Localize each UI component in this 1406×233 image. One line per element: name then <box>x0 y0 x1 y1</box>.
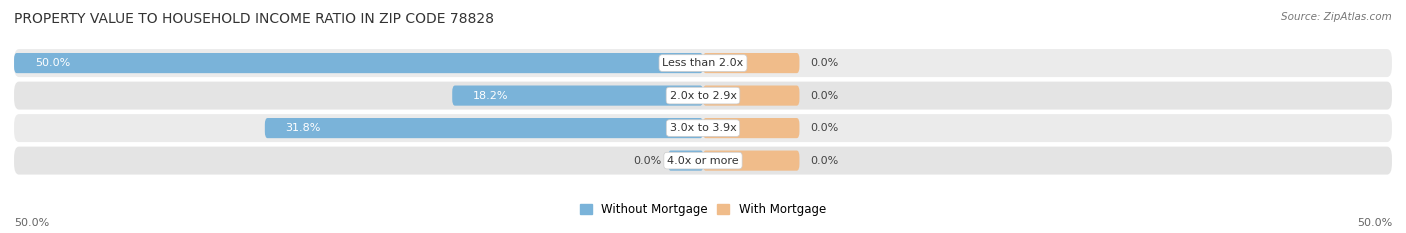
FancyBboxPatch shape <box>14 114 1392 142</box>
FancyBboxPatch shape <box>14 147 1392 175</box>
FancyBboxPatch shape <box>703 86 800 106</box>
Text: Source: ZipAtlas.com: Source: ZipAtlas.com <box>1281 12 1392 22</box>
Text: Less than 2.0x: Less than 2.0x <box>662 58 744 68</box>
Text: 18.2%: 18.2% <box>472 91 509 101</box>
Text: 31.8%: 31.8% <box>285 123 321 133</box>
FancyBboxPatch shape <box>14 49 1392 77</box>
Text: PROPERTY VALUE TO HOUSEHOLD INCOME RATIO IN ZIP CODE 78828: PROPERTY VALUE TO HOUSEHOLD INCOME RATIO… <box>14 12 494 26</box>
Text: 3.0x to 3.9x: 3.0x to 3.9x <box>669 123 737 133</box>
Text: 0.0%: 0.0% <box>810 58 839 68</box>
FancyBboxPatch shape <box>703 53 800 73</box>
Text: 0.0%: 0.0% <box>810 123 839 133</box>
FancyBboxPatch shape <box>703 118 800 138</box>
Text: 4.0x or more: 4.0x or more <box>668 156 738 166</box>
FancyBboxPatch shape <box>14 82 1392 110</box>
Text: 0.0%: 0.0% <box>810 91 839 101</box>
Text: 0.0%: 0.0% <box>810 156 839 166</box>
FancyBboxPatch shape <box>453 86 703 106</box>
Legend: Without Mortgage, With Mortgage: Without Mortgage, With Mortgage <box>575 198 831 221</box>
FancyBboxPatch shape <box>264 118 703 138</box>
Text: 2.0x to 2.9x: 2.0x to 2.9x <box>669 91 737 101</box>
Text: 0.0%: 0.0% <box>634 156 662 166</box>
FancyBboxPatch shape <box>703 151 800 171</box>
FancyBboxPatch shape <box>669 151 703 171</box>
Text: 50.0%: 50.0% <box>35 58 70 68</box>
FancyBboxPatch shape <box>14 53 703 73</box>
Text: 50.0%: 50.0% <box>14 218 49 228</box>
Text: 50.0%: 50.0% <box>1357 218 1392 228</box>
